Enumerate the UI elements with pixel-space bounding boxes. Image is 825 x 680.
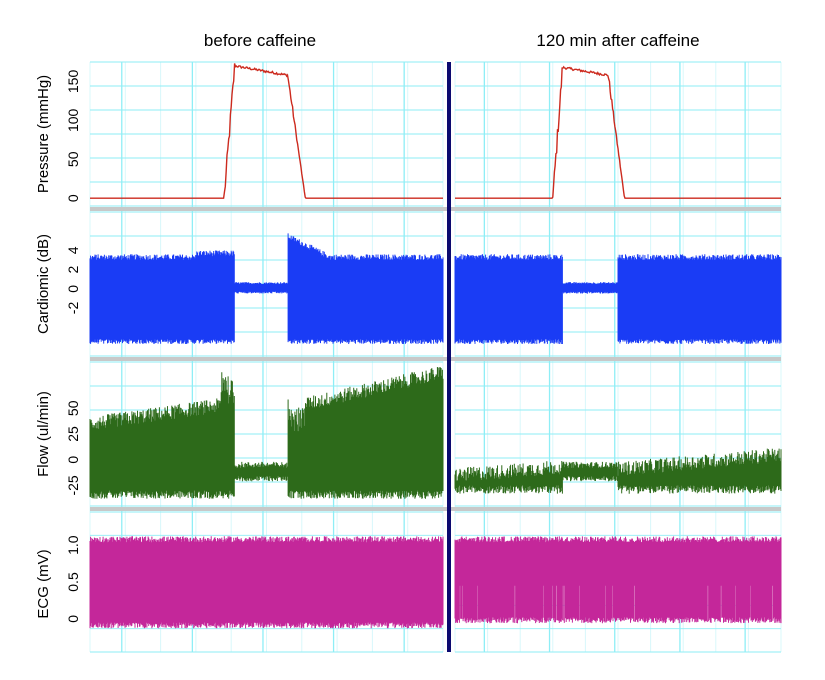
y-tick-label: 0 bbox=[65, 285, 81, 293]
flow-trace-after bbox=[454, 448, 782, 494]
cardiomic-trace-after bbox=[454, 254, 782, 344]
y-tick-label: 150 bbox=[65, 70, 81, 94]
ecg-trace-before bbox=[89, 536, 444, 629]
ylabel-ecg: ECG (mV) bbox=[35, 549, 52, 618]
y-tick-label: 50 bbox=[65, 400, 81, 416]
y-tick-label: 2 bbox=[65, 265, 81, 273]
y-tick-label: 50 bbox=[65, 151, 81, 167]
row-separator bbox=[90, 207, 781, 211]
y-tick-labels: 0 50 100 150 -2 0 2 4 -25 0 25 50 0 0.5 1.0 bbox=[65, 70, 81, 623]
y-tick-label: -2 bbox=[65, 302, 81, 315]
y-tick-label: 4 bbox=[65, 246, 81, 254]
row-separator bbox=[90, 357, 781, 361]
y-tick-label: 1.0 bbox=[65, 535, 81, 555]
column-divider bbox=[447, 62, 451, 652]
column-title-after: 120 min after caffeine bbox=[536, 31, 699, 50]
ecg-trace-after bbox=[454, 536, 782, 624]
flow-trace-before bbox=[89, 367, 444, 499]
ylabel-cardiomic: Cardiomic (dB) bbox=[35, 234, 52, 334]
cardiomic-trace-before bbox=[89, 233, 444, 344]
pressure-trace-before bbox=[90, 63, 443, 199]
ylabel-flow: Flow (ul/min) bbox=[35, 391, 52, 477]
y-tick-label: 0 bbox=[65, 456, 81, 464]
pressure-trace-after bbox=[455, 65, 781, 199]
y-tick-label: -25 bbox=[65, 475, 81, 495]
ylabel-pressure: Pressure (mmHg) bbox=[35, 75, 52, 193]
y-tick-label: 0 bbox=[65, 615, 81, 623]
row-separator bbox=[90, 507, 781, 511]
column-title-before: before caffeine bbox=[204, 31, 316, 50]
traces bbox=[89, 63, 782, 629]
y-tick-label: 0.5 bbox=[65, 572, 81, 592]
y-tick-label: 0 bbox=[65, 194, 81, 202]
panel-separators bbox=[90, 62, 781, 652]
y-tick-label: 25 bbox=[65, 426, 81, 442]
y-tick-label: 100 bbox=[65, 108, 81, 132]
